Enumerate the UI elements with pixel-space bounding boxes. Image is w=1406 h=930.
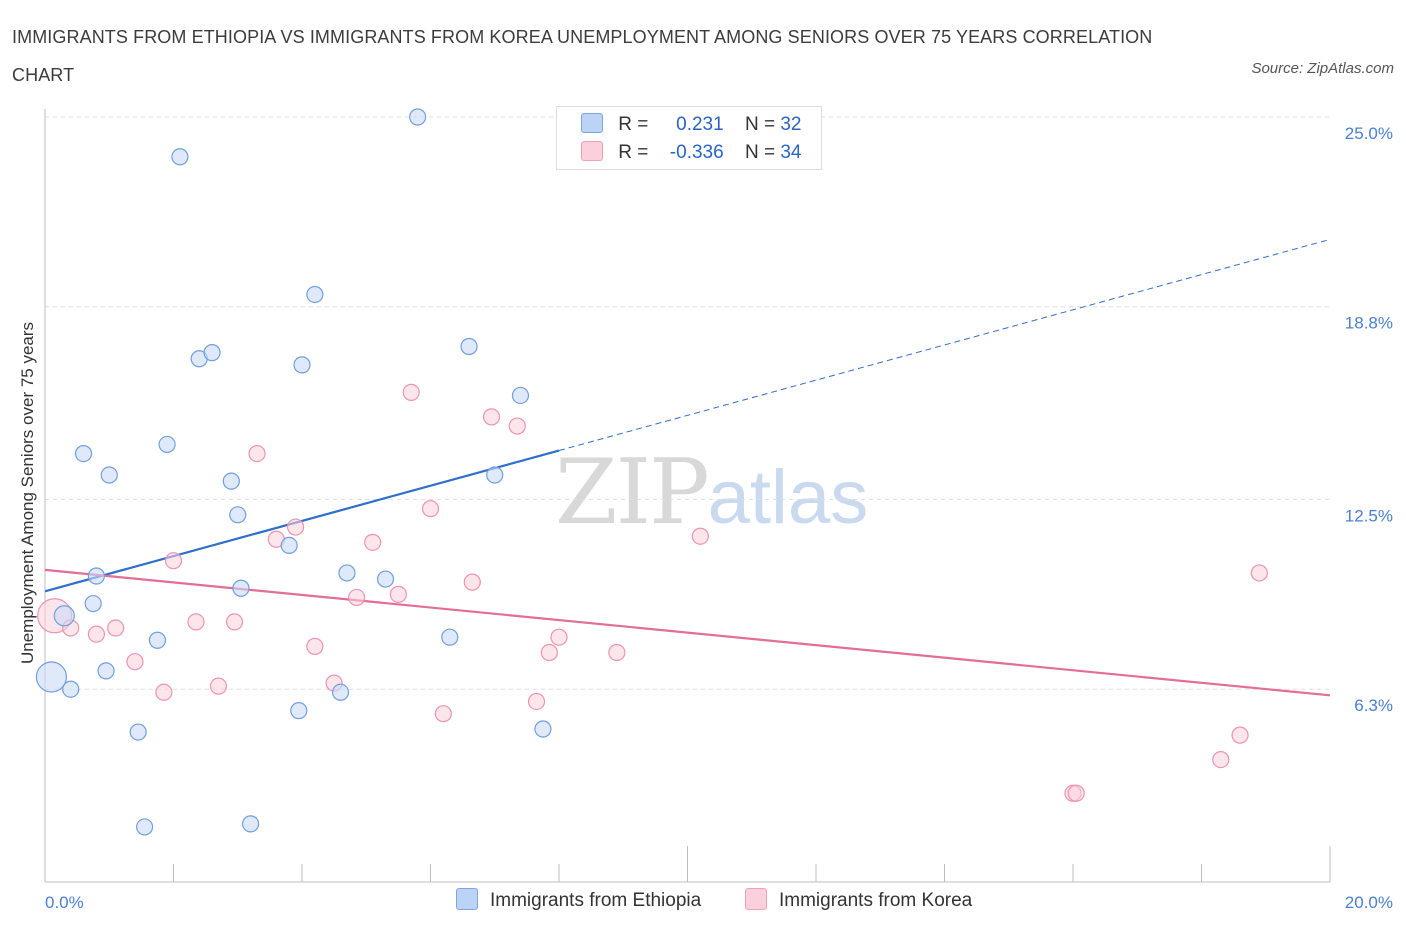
correlation-legend: R = 0.231 N = 32 R = -0.336 N = 34: [556, 106, 822, 170]
ethiopia-point: [100, 466, 118, 484]
bottom-legend-korea-label: Immigrants from Korea: [779, 890, 973, 911]
ethiopia-trend-line: [44, 449, 560, 593]
korea-point: [402, 383, 420, 401]
korea-n-label: N =: [744, 142, 776, 163]
korea-r-value: -0.336: [669, 142, 724, 163]
korea-point: [348, 588, 366, 607]
legend-row-korea: R = -0.336 N = 34: [581, 141, 801, 167]
ethiopia-point: [97, 662, 115, 680]
korea-point: [1231, 726, 1249, 744]
korea-point: [248, 445, 266, 463]
korea-point: [1250, 564, 1268, 582]
korea-point: [306, 637, 324, 655]
korea-point: [187, 613, 205, 631]
korea-r-label: R =: [618, 142, 649, 163]
ethiopia-point: [84, 594, 102, 613]
ethiopia-point: [35, 661, 68, 693]
bottom-legend-ethiopia-label: Immigrants from Ethiopia: [490, 890, 702, 911]
ethiopia-point: [460, 337, 478, 356]
korea-point: [209, 677, 228, 695]
korea-point: [155, 683, 173, 701]
ethiopia-point: [242, 815, 260, 833]
watermark-atlas: atlas: [707, 455, 869, 540]
korea-point: [482, 408, 501, 426]
korea-point: [550, 628, 568, 646]
ethiopia-point: [229, 506, 247, 524]
tick-labels: 6.3% 12.5% 18.8% 25.0% 0.0% 20.0%: [45, 124, 1393, 912]
ethiopia-point: [338, 564, 356, 582]
korea-point: [364, 533, 382, 551]
ethiopia-point: [53, 605, 75, 627]
korea-point: [1212, 750, 1230, 769]
ethiopia-point: [293, 356, 311, 374]
ethiopia-point: [171, 148, 189, 166]
korea-point: [286, 518, 305, 536]
korea-point: [540, 643, 558, 662]
ethiopia-point: [511, 386, 530, 405]
ethiopia-point: [222, 472, 240, 490]
korea-point: [508, 417, 526, 435]
y-tick-label: 12.5%: [1345, 507, 1393, 526]
ethiopia-swatch-icon: [581, 113, 603, 133]
korea-point: [87, 625, 106, 643]
watermark: ZIPatlas: [555, 440, 868, 545]
ethiopia-n-label: N =: [744, 114, 776, 135]
source-label: Source: ZipAtlas.com: [1251, 60, 1394, 77]
ethiopia-n-value: 32: [780, 114, 802, 135]
korea-point: [107, 619, 125, 637]
ethiopia-point: [203, 344, 221, 362]
korea-trend-line: [44, 568, 1331, 697]
y-tick-label: 18.8%: [1345, 314, 1393, 333]
korea-point: [608, 643, 626, 662]
trend-lines: [44, 238, 1331, 697]
ethiopia-point: [290, 702, 308, 720]
korea-point: [225, 613, 244, 631]
chart-title: IMMIGRANTS FROM ETHIOPIA VS IMMIGRANTS F…: [12, 27, 1153, 85]
korea-point: [527, 692, 546, 711]
ethiopia-point: [280, 536, 298, 555]
data-points: [35, 108, 1268, 836]
ethiopia-point: [306, 285, 324, 304]
ethiopia-point: [232, 579, 250, 597]
ethiopia-r-value: 0.231: [676, 114, 724, 135]
x-tick-label-min: 0.0%: [45, 893, 84, 912]
axes: [44, 109, 1331, 883]
bottom-legend-ethiopia: Immigrants from Ethiopia: [456, 888, 701, 912]
ethiopia-point: [62, 680, 80, 698]
korea-point: [691, 527, 709, 545]
legend-row-ethiopia: R = 0.231 N = 32: [581, 113, 801, 139]
watermark-zip: ZIP: [555, 440, 710, 545]
y-tick-label: 25.0%: [1345, 124, 1393, 143]
korea-point: [1067, 784, 1085, 802]
ethiopia-point: [331, 683, 350, 701]
ethiopia-point: [129, 723, 147, 741]
korea-n-value: 34: [780, 142, 802, 163]
ethiopia-r-label: R =: [618, 114, 649, 135]
ethiopia-point: [87, 567, 106, 585]
y-tick-label: 6.3%: [1354, 696, 1393, 715]
korea-point: [463, 573, 481, 591]
ethiopia-point: [441, 628, 459, 646]
korea-point: [434, 705, 452, 723]
x-tick-label-max: 20.0%: [1345, 893, 1393, 912]
korea-point: [126, 653, 144, 671]
ethiopia-point: [74, 445, 93, 463]
bottom-legend-korea: Immigrants from Korea: [745, 888, 972, 912]
korea-swatch-icon: [581, 141, 603, 161]
ethiopia-point: [534, 720, 552, 738]
korea-point: [389, 585, 407, 603]
ethiopia-legend-swatch-icon: [456, 888, 478, 910]
ethiopia-point: [158, 435, 176, 454]
korea-point: [421, 500, 440, 518]
ethiopia-point: [486, 466, 504, 484]
gridlines: [45, 116, 1330, 690]
ethiopia-point: [376, 570, 395, 588]
korea-legend-swatch-icon: [745, 888, 767, 910]
korea-point: [164, 552, 183, 570]
ethiopia-point: [409, 108, 427, 126]
ethiopia-point: [148, 631, 167, 649]
ethiopia-point: [135, 818, 154, 836]
ethiopia-trend-extension: [558, 238, 1331, 452]
